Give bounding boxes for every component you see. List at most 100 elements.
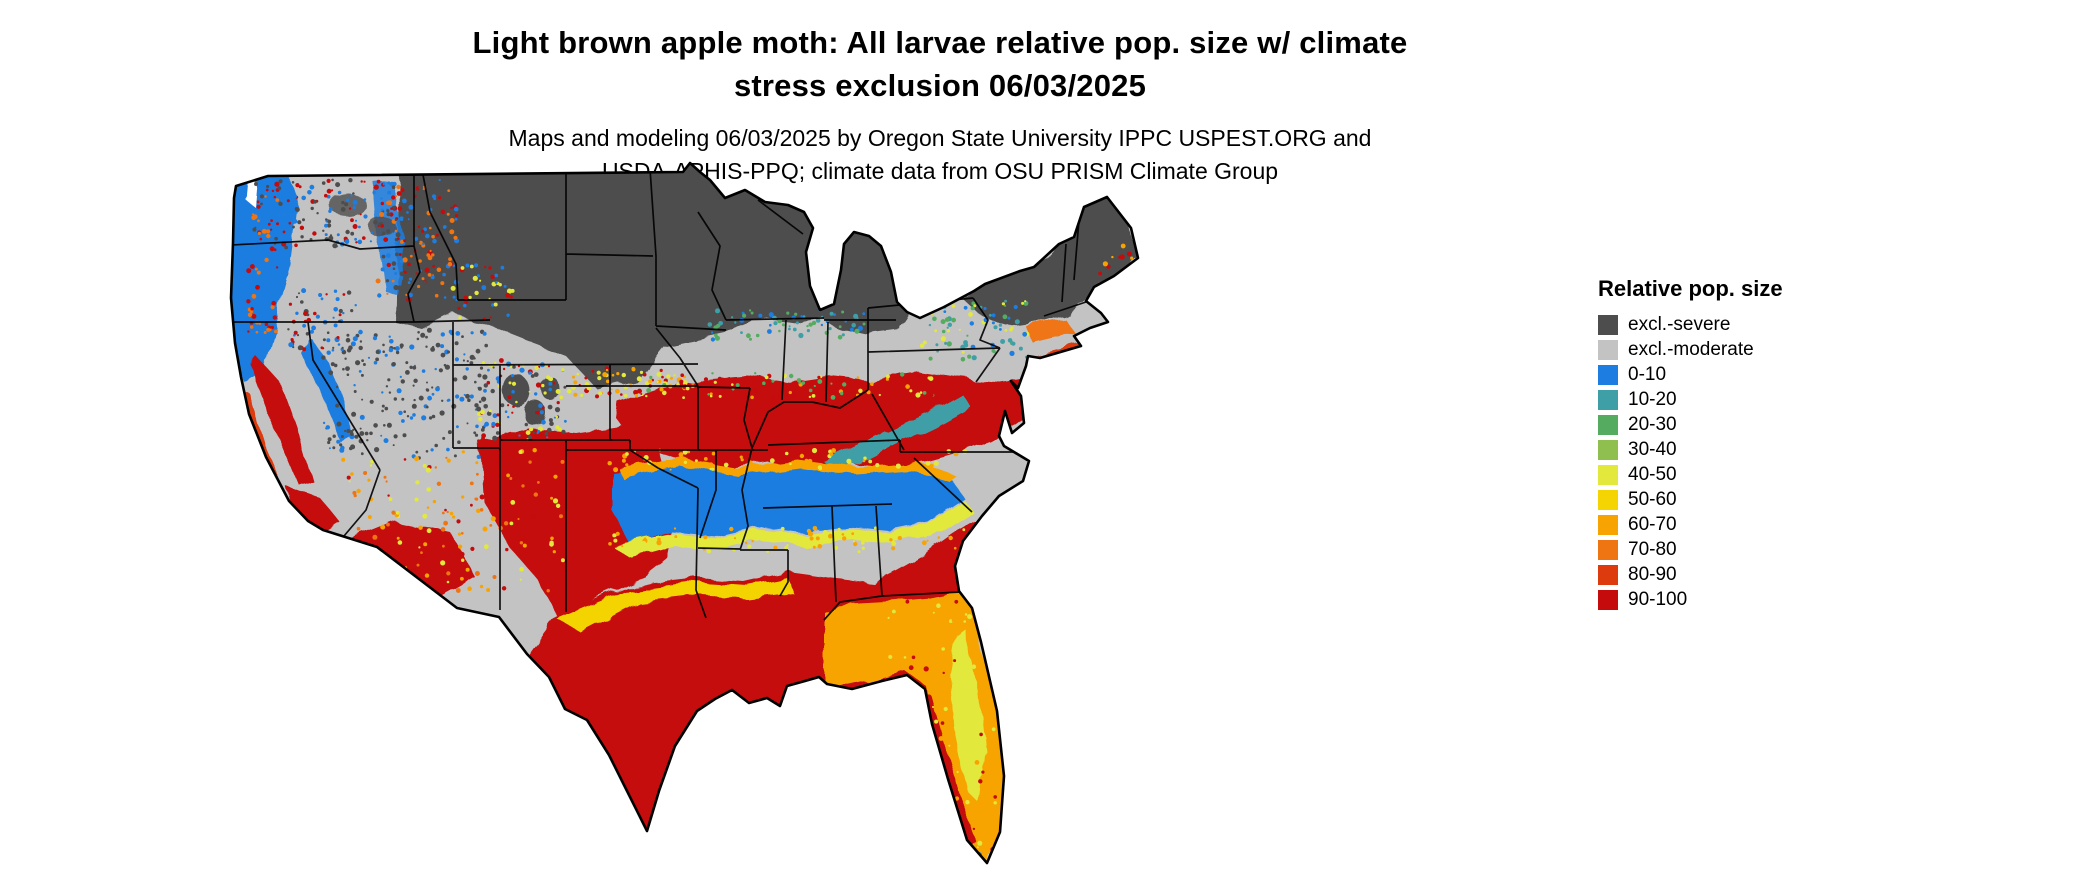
legend-item-80-90: 80-90 [1598,562,1783,587]
speckle [325,399,329,403]
speckle [1126,269,1129,272]
speckle [266,220,270,224]
speckle [458,544,463,549]
speckle [474,263,479,268]
speckle [264,195,267,198]
speckle [988,313,992,317]
speckle [344,239,350,244]
speckle [275,266,279,269]
speckle [764,375,769,380]
speckle [1024,300,1027,303]
speckle [363,471,368,475]
speckle [341,346,344,349]
speckle [920,308,926,314]
speckle [598,391,602,396]
speckle [993,801,997,805]
speckle [423,542,428,547]
speckle [919,343,925,348]
speckle [331,178,334,182]
subtitle-line-1: Maps and modeling 06/03/2025 by Oregon S… [508,125,1372,151]
speckle [936,304,940,308]
title-line-2: stress exclusion 06/03/2025 [733,67,1147,103]
speckle [828,533,833,539]
speckle [948,744,951,747]
speckle [407,281,411,284]
speckle [925,646,930,651]
speckle [584,376,588,380]
speckle [294,243,298,248]
speckle [548,377,552,381]
state-borders [231,163,1087,621]
speckle [379,212,385,217]
speckle [856,376,860,379]
speckle [786,311,790,315]
speckle [398,253,402,256]
speckle [1115,292,1119,296]
speckle [971,664,977,669]
speckle [561,429,566,434]
speckle [963,753,969,759]
speckle [416,337,420,341]
speckle [1010,326,1014,330]
speckle [483,383,488,388]
speckle [397,293,403,299]
speckle [403,239,406,243]
speckle [856,533,859,536]
speckle [678,452,684,457]
speckle [426,388,430,392]
speckle [455,394,460,399]
speckle [919,391,923,394]
speckle [461,335,464,338]
speckle [711,451,716,456]
speckle [991,727,996,732]
speckle [291,181,295,184]
speckle [414,236,419,241]
legend-swatch-30-40 [1598,439,1618,460]
speckle [306,313,310,317]
speckle [372,534,378,540]
speckle [328,209,332,213]
speckle [411,403,417,409]
speckle [535,382,542,388]
speckle [422,553,427,558]
speckle [1009,350,1015,356]
speckle [358,329,363,335]
speckle [408,204,414,210]
speckle [1102,261,1108,267]
speckle [1098,271,1102,276]
speckle [511,390,515,394]
speckle [935,343,939,347]
speckle [963,305,968,310]
speckle [386,522,390,527]
speckle [625,463,629,467]
speckle [372,336,378,341]
speckle [682,449,688,455]
speckle [336,439,341,444]
speckle [431,345,435,349]
speckle [421,415,427,421]
speckle [270,305,275,310]
speckle [431,253,435,257]
speckle [615,531,620,536]
speckle [391,185,396,189]
speckle [983,621,987,625]
speckle [307,190,312,195]
speckle [424,267,430,273]
speckle [769,323,772,327]
speckle [257,231,261,235]
speckle [659,387,664,392]
speckle [325,293,328,296]
speckle [923,534,927,538]
speckle [397,206,403,211]
speckle [926,539,929,542]
legend-label: 40-50 [1628,464,1677,485]
speckle [748,309,752,312]
speckle [266,233,271,239]
speckle [250,307,254,311]
speckle [402,198,407,204]
speckle [903,821,908,825]
speckle [932,780,936,784]
speckle [648,379,653,384]
speckle [938,736,944,741]
speckle [916,374,921,378]
